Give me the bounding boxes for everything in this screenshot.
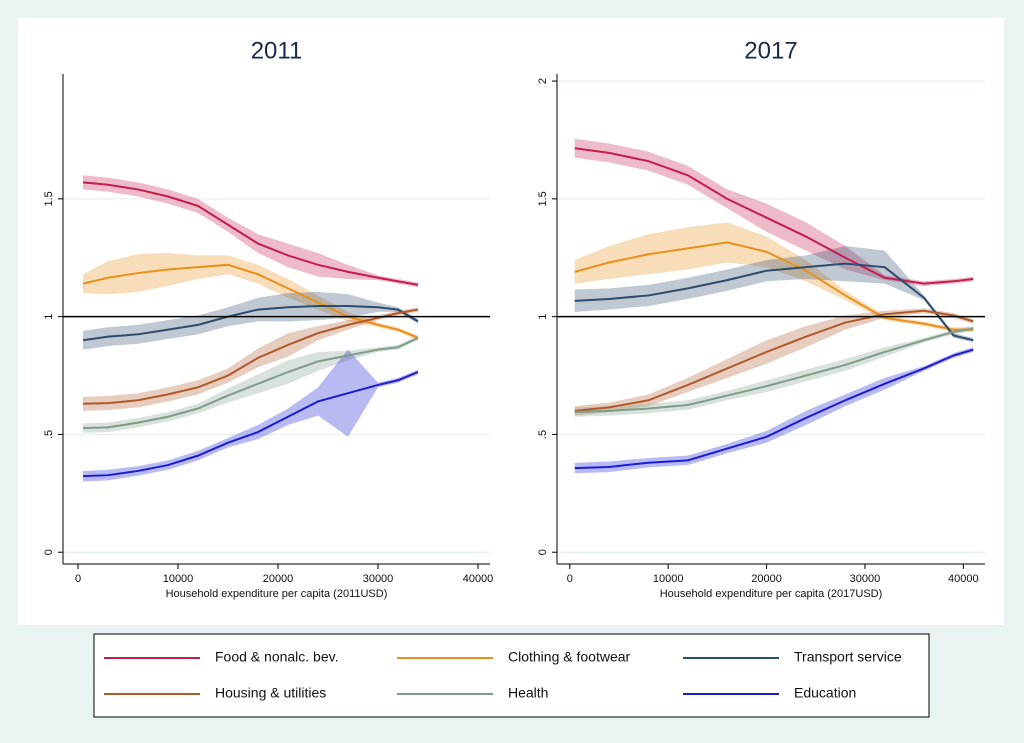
series-line [82,181,419,286]
x-tick-label: 40000 [948,573,979,585]
x-tick-label: 30000 [850,573,881,585]
series-line [574,262,974,342]
chart-title: 2017 [744,37,797,64]
y-tick-label: .5 [537,430,549,439]
x-tick-label: 10000 [163,573,194,585]
series-line [82,371,419,478]
confidence-band [574,326,974,417]
series-line [574,147,974,285]
x-tick-label: 0 [75,573,81,585]
x-axis-title: Household expenditure per capita (2011US… [166,588,388,600]
x-tick-label: 20000 [751,573,782,585]
y-tick-label: 1.5 [43,191,55,206]
y-tick-label: 2 [537,78,549,84]
y-tick-label: 0 [537,549,549,555]
confidence-band [574,308,974,416]
legend-label: Clothing & footwear [508,649,631,665]
legend-label: Housing & utilities [215,685,326,701]
legend-label: Transport service [794,649,902,665]
confidence-band [83,253,418,341]
chart-title: 2011 [251,37,303,64]
series-line [574,327,974,414]
legend-label: Health [508,685,548,701]
x-tick-label: 10000 [653,573,684,585]
plot-background [18,18,1004,625]
confidence-band [83,307,418,411]
legend-label: Food & nonalc. bev. [215,649,338,665]
legend-box [93,633,930,718]
x-tick-label: 40000 [463,573,494,585]
series-line [574,309,974,412]
confidence-band [83,175,418,288]
confidence-band [83,349,418,482]
confidence-band [574,138,974,287]
y-tick-label: 1 [537,314,549,320]
series-line [82,263,419,339]
x-tick-label: 30000 [363,573,394,585]
series-line [574,348,974,470]
x-tick-label: 20000 [263,573,294,585]
x-axis-title: Household expenditure per capita (2017US… [660,588,883,600]
confidence-band [574,245,974,343]
series-line [82,336,419,430]
y-tick-label: 1.5 [537,191,549,206]
legend-label: Education [794,685,856,701]
y-tick-label: 0 [43,549,55,555]
series-line [82,305,419,342]
y-tick-label: .5 [43,430,55,439]
x-tick-label: 0 [567,573,573,585]
y-tick-label: 1 [43,314,55,320]
series-line [82,308,419,405]
series-line [574,241,974,331]
confidence-band [83,335,418,433]
